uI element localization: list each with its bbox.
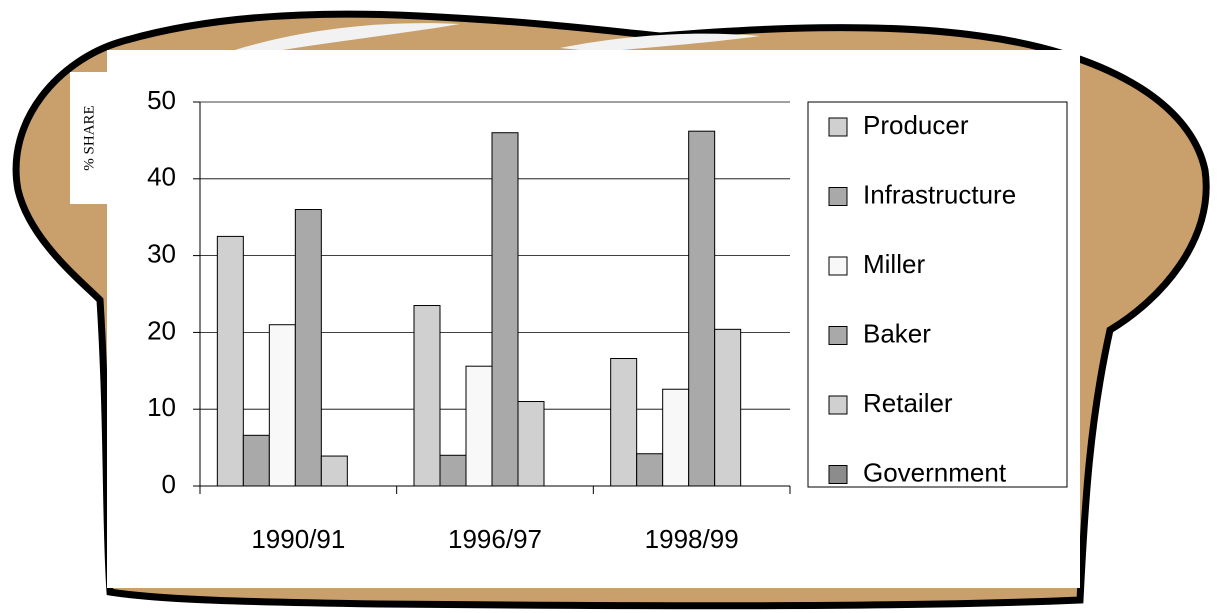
bar: [439, 454, 467, 487]
bar: [610, 358, 638, 487]
legend-swatch: [828, 117, 848, 137]
x-tick-label: 1998/99: [645, 524, 739, 554]
bar: [465, 365, 493, 487]
bar: [413, 305, 441, 487]
legend-swatch: [828, 465, 848, 484]
bar: [517, 401, 545, 487]
bar: [268, 324, 296, 487]
bar: [636, 453, 664, 487]
bar: [491, 132, 519, 487]
y-tick-label: 50: [147, 85, 176, 115]
bar: [688, 130, 716, 487]
legend-swatch: [828, 256, 848, 276]
y-tick-label: 20: [147, 315, 176, 345]
y-tick-label: 10: [147, 392, 176, 422]
y-tick-label: 40: [147, 162, 176, 192]
bar: [662, 388, 690, 487]
y-label-box: [70, 72, 107, 204]
x-tick-label: 1996/97: [448, 524, 542, 554]
y-tick-label: 0: [162, 469, 176, 499]
legend-label: Miller: [863, 249, 925, 279]
y-tick-label: 30: [147, 238, 176, 268]
legend-swatch: [828, 326, 848, 345]
bar: [216, 235, 244, 487]
legend-box: [807, 101, 1068, 488]
legend-label: Baker: [863, 318, 931, 348]
x-tick-label: 1990/91: [251, 524, 345, 554]
bar: [242, 434, 270, 487]
legend-swatch: [828, 395, 848, 415]
legend-label: Retailer: [863, 388, 953, 418]
y-axis-label: % SHARE: [81, 105, 97, 170]
legend-label: Infrastructure: [863, 179, 1016, 209]
bar: [320, 455, 348, 487]
bar: [294, 209, 322, 487]
bread-highlight: [560, 33, 760, 52]
legend-label: Government: [863, 457, 1007, 487]
legend-swatch: [828, 187, 848, 206]
bread-highlight: [235, 23, 460, 52]
bar: [714, 328, 742, 487]
legend-label: Producer: [863, 110, 969, 140]
